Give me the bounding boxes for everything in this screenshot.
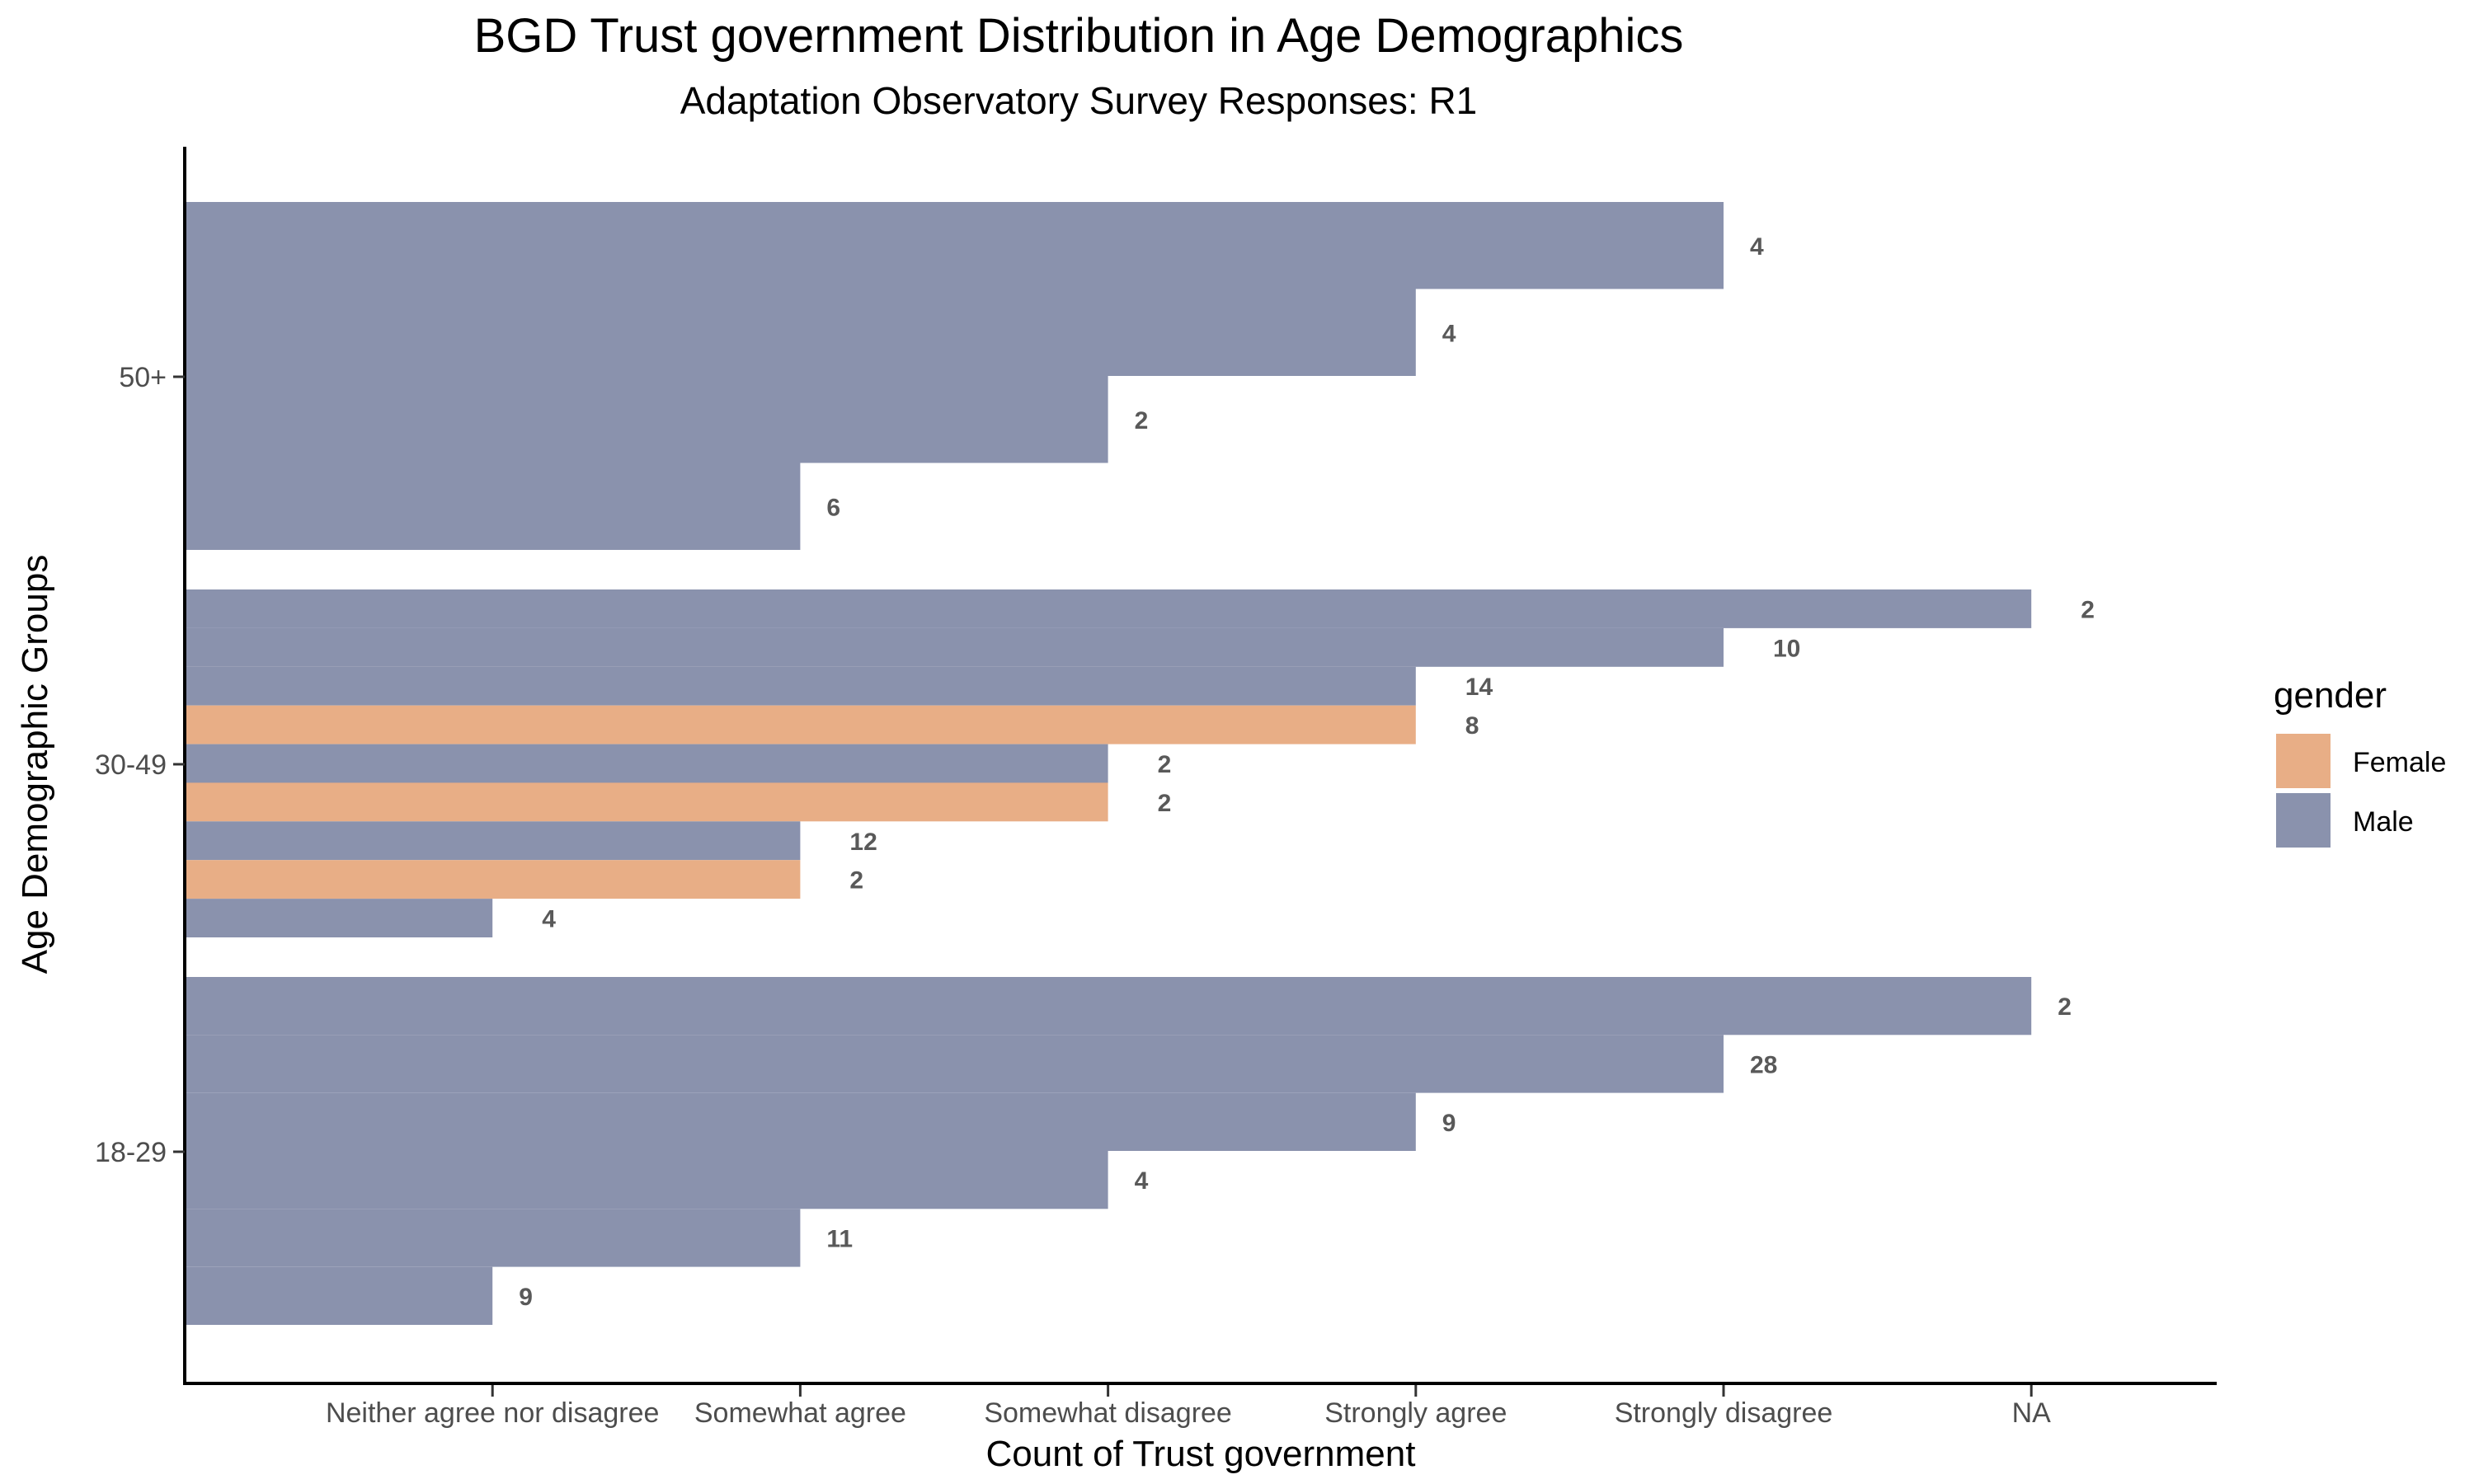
data-label-18-29-strongly-disagree-male: 28 xyxy=(1750,1052,1777,1079)
bar-30-49-somewhat-disagree-female xyxy=(185,782,1108,822)
bar-30-49-somewhat-disagree-male xyxy=(185,744,1108,783)
data-label-30-49-somewhat-disagree-female: 2 xyxy=(1158,790,1172,817)
x-axis-ticks: Neither agree nor disagree Somewhat agree… xyxy=(326,1385,2051,1429)
data-label-30-49-strongly-agree-male: 14 xyxy=(1465,674,1493,701)
legend-swatch-female xyxy=(2276,734,2331,788)
data-label-30-49-strongly-disagree-male: 10 xyxy=(1773,635,1800,662)
bar-30-49-somewhat-agree-male xyxy=(185,821,801,861)
chart-title: BGD Trust government Distribution in Age… xyxy=(474,9,1684,63)
bar-30-49-strongly-disagree-male xyxy=(185,627,1724,667)
x-tick-label-somewhat-agree: Somewhat agree xyxy=(694,1397,906,1429)
y-axis-ticks: 18-29 30-49 50+ xyxy=(95,362,185,1168)
x-tick-label-somewhat-disagree: Somewhat disagree xyxy=(984,1397,1232,1429)
data-label-50-somewhat-agree-male: 6 xyxy=(826,494,840,521)
data-label-18-29-na-male: 2 xyxy=(2058,993,2072,1021)
bar-30-49-na-male xyxy=(185,589,2032,628)
y-tick-label-30-49: 30-49 xyxy=(95,749,167,781)
legend-swatch-male xyxy=(2276,793,2331,848)
data-label-18-29-strongly-agree-male: 9 xyxy=(1442,1110,1456,1137)
data-label-50-strongly-agree-male: 4 xyxy=(1442,320,1456,347)
data-label-50-strongly-disagree-male: 4 xyxy=(1750,233,1764,261)
x-tick-label-na: NA xyxy=(2012,1397,2052,1429)
data-label-30-49-neither-agree-nor-disagree-male: 4 xyxy=(542,906,556,933)
x-tick-label-strongly-disagree: Strongly disagree xyxy=(1615,1397,1833,1429)
bar-50-somewhat-disagree-male xyxy=(185,376,1108,463)
bar-18-29-na-male xyxy=(185,977,2032,1036)
bar-18-29-somewhat-agree-male xyxy=(185,1209,801,1267)
x-axis-title: Count of Trust government xyxy=(986,1434,1416,1474)
data-label-18-29-neither-agree-nor-disagree-male: 9 xyxy=(519,1284,533,1311)
bar-18-29-somewhat-disagree-male xyxy=(185,1151,1108,1209)
data-label-30-49-somewhat-disagree-male: 2 xyxy=(1158,751,1172,778)
data-label-30-49-strongly-agree-female: 8 xyxy=(1465,712,1479,740)
data-label-30-49-somewhat-agree-male: 12 xyxy=(849,829,877,856)
data-label-18-29-somewhat-agree-male: 11 xyxy=(826,1226,853,1253)
bar-50-strongly-disagree-male xyxy=(185,202,1724,289)
bar-50-strongly-agree-male xyxy=(185,289,1416,376)
x-tick-label-strongly-agree: Strongly agree xyxy=(1324,1397,1507,1429)
y-axis-title: Age Demographic Groups xyxy=(15,555,55,974)
data-label-18-29-somewhat-disagree-male: 4 xyxy=(1135,1167,1149,1195)
legend: gender Female Male xyxy=(2274,675,2446,848)
chart-subtitle: Adaptation Observatory Survey Responses:… xyxy=(680,79,1478,122)
bar-50-somewhat-agree-male xyxy=(185,463,801,550)
bar-30-49-neither-agree-nor-disagree-male xyxy=(185,899,493,937)
bar-18-29-neither-agree-nor-disagree-male xyxy=(185,1266,493,1325)
bar-30-49-somewhat-agree-female xyxy=(185,860,801,899)
y-tick-label-18-29: 18-29 xyxy=(95,1137,167,1168)
bar-30-49-strongly-agree-female xyxy=(185,705,1416,744)
legend-label-female: Female xyxy=(2353,747,2446,778)
bar-30-49-strongly-agree-male xyxy=(185,666,1416,706)
legend-label-male: Male xyxy=(2353,806,2414,838)
y-tick-label-50-: 50+ xyxy=(119,362,167,393)
data-label-30-49-somewhat-agree-female: 2 xyxy=(849,867,863,895)
data-label-50-somewhat-disagree-male: 2 xyxy=(1135,407,1149,434)
legend-title: gender xyxy=(2274,675,2387,716)
data-label-30-49-na-male: 2 xyxy=(2081,596,2095,623)
bar-18-29-strongly-disagree-male xyxy=(185,1035,1724,1093)
bar-18-29-strongly-agree-male xyxy=(185,1092,1416,1151)
x-tick-label-neither-agree-nor-disagree: Neither agree nor disagree xyxy=(326,1397,659,1429)
